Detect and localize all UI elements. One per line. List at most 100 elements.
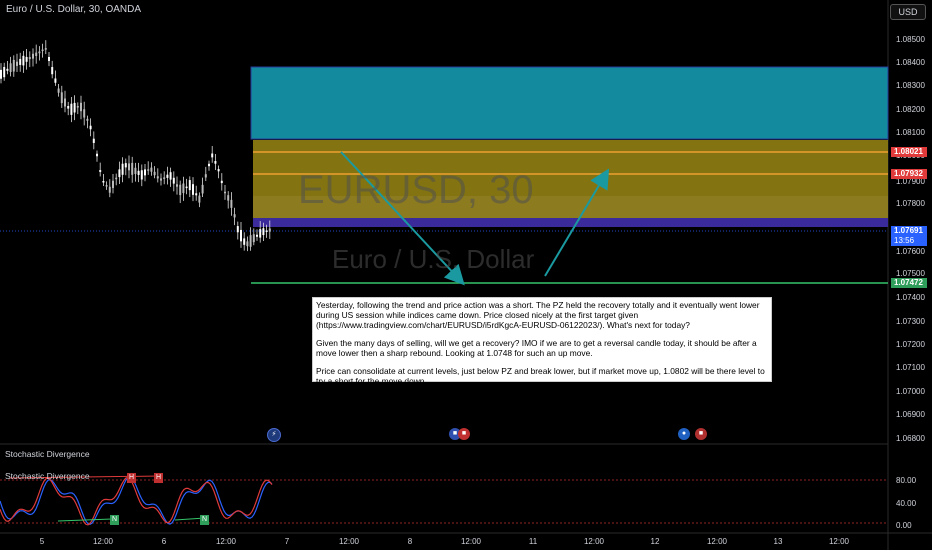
symbol-title[interactable]: Euro / U.S. Dollar, 30, OANDA — [6, 4, 142, 15]
time-axis-label: 12:00 — [338, 537, 360, 546]
candle-body — [230, 199, 233, 208]
candle-body — [192, 184, 194, 195]
candle-body — [92, 138, 95, 143]
bar-countdown: 13:56 — [894, 236, 915, 245]
candle-body — [86, 118, 89, 121]
indicator-legend-title[interactable]: Stochastic Divergence — [5, 471, 90, 481]
candle-body — [176, 184, 178, 187]
divergence-marker: H — [154, 473, 163, 483]
current-price-value: 1.07691 — [894, 226, 923, 235]
candle-body — [262, 228, 265, 236]
price-axis-label: 1.07800 — [896, 199, 925, 208]
candle-body — [16, 61, 18, 66]
candle-body — [76, 106, 79, 108]
pz-purple-band — [253, 218, 888, 227]
lightning-event-icon[interactable]: ⚡ — [267, 428, 281, 442]
price-axis-label: 1.08500 — [896, 35, 925, 44]
candle-body — [140, 170, 143, 180]
supply-zone-teal[interactable] — [250, 66, 889, 140]
candle-body — [118, 169, 121, 178]
time-axis-label: 5 — [39, 537, 45, 546]
candle-body — [236, 226, 239, 233]
price-axis-label: 1.08400 — [896, 58, 925, 67]
time-axis-label: 12:00 — [215, 537, 237, 546]
candle-body — [102, 181, 105, 183]
analysis-note[interactable]: Yesterday, following the trend and price… — [312, 297, 772, 386]
down-arrow[interactable] — [340, 151, 465, 286]
candle-body — [32, 53, 34, 59]
stoch-line — [0, 476, 273, 526]
candle-body — [153, 171, 156, 176]
pz-top-tag: 1.08021 — [891, 147, 927, 157]
time-axis-label: 12:00 — [828, 537, 850, 546]
price-axis-label: 1.08300 — [896, 81, 925, 90]
candle-body — [163, 177, 166, 179]
candle-body — [80, 102, 82, 112]
candle-body — [198, 195, 201, 203]
price-axis-label: 1.06900 — [896, 410, 925, 419]
candle-body — [268, 228, 271, 232]
price-axis-label: 1.08100 — [896, 128, 925, 137]
candle-body — [108, 186, 111, 193]
candle-body — [220, 180, 223, 184]
currency-button[interactable]: USD — [890, 4, 926, 20]
candle-body — [124, 163, 127, 168]
stoch-axis-40: 40.00 — [896, 499, 917, 508]
candle-body — [240, 229, 242, 242]
up-arrow[interactable] — [544, 168, 610, 277]
candle-body — [96, 153, 98, 157]
candle-body — [67, 105, 70, 109]
candle-body — [28, 57, 31, 60]
candle-body — [83, 109, 86, 118]
current-price-tag: 1.07691 13:56 — [891, 226, 927, 246]
candle-body — [166, 174, 169, 178]
candle-body — [60, 92, 63, 104]
stoch-line — [0, 476, 273, 526]
candle-body — [195, 193, 198, 196]
divergence-line — [57, 518, 113, 522]
candle-body — [211, 153, 214, 158]
candle-body — [48, 56, 50, 62]
watermark-ticker: EURUSD, 30 — [298, 168, 534, 212]
candle-body — [147, 169, 150, 171]
candle-body — [73, 102, 76, 113]
pz-zone-lower-band — [253, 196, 888, 218]
candle-body — [144, 169, 146, 176]
time-axis-label: 6 — [161, 537, 167, 546]
candle-body — [214, 161, 217, 164]
divergence-marker: H — [127, 473, 136, 483]
indicator-pane-title[interactable]: Stochastic Divergence — [5, 449, 90, 459]
stoch-axis-80: 80.00 — [896, 476, 917, 485]
candle-body — [204, 174, 207, 178]
price-candles — [0, 40, 271, 252]
price-axis-label: 1.08200 — [896, 105, 925, 114]
globe-event-icon[interactable]: ● — [678, 428, 690, 440]
time-axis-label: 11 — [528, 537, 538, 546]
price-axis-label: 1.07900 — [896, 177, 925, 186]
candle-body — [224, 191, 226, 194]
time-axis-label: 12 — [650, 537, 660, 546]
price-axis-label: 1.07600 — [896, 247, 925, 256]
candle-body — [227, 195, 230, 201]
time-axis-label: 8 — [407, 537, 413, 546]
candle-body — [134, 167, 137, 174]
candle-body — [9, 63, 12, 72]
candle-body — [256, 234, 258, 237]
us-flag-event-icon[interactable]: ■ — [458, 428, 470, 440]
candle-body — [105, 185, 108, 187]
pz-zone-gold[interactable] — [253, 140, 888, 220]
us-flag-event-icon[interactable]: ■ — [695, 428, 707, 440]
pz-mid-tag: 1.07932 — [891, 169, 927, 179]
candle-body — [121, 163, 124, 175]
candle-body — [265, 230, 268, 232]
candle-body — [233, 214, 236, 218]
candle-body — [57, 88, 60, 93]
candle-body — [99, 170, 102, 172]
time-axis-label: 12:00 — [460, 537, 482, 546]
candle-body — [0, 69, 2, 79]
candle-body — [51, 67, 54, 75]
candle-body — [35, 52, 38, 56]
candle-body — [179, 184, 182, 196]
price-axis-label: 1.07500 — [896, 269, 925, 278]
